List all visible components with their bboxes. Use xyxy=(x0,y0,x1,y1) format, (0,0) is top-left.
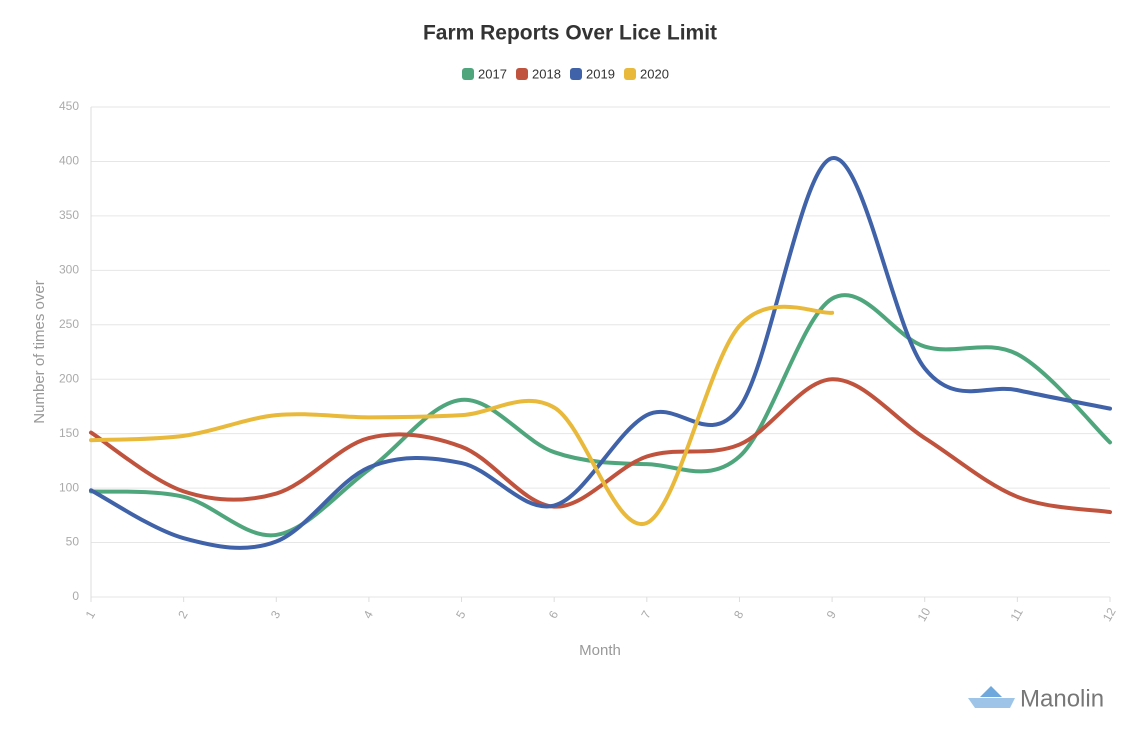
legend-swatch xyxy=(462,68,474,80)
x-tick-label: 10 xyxy=(915,605,934,624)
brand-name: Manolin xyxy=(1020,685,1104,712)
x-tick-label: 9 xyxy=(824,608,840,621)
y-tick-label: 450 xyxy=(59,99,79,113)
x-tick-label: 7 xyxy=(638,608,654,621)
y-tick-label: 150 xyxy=(59,426,79,440)
brand-logo: Manolin xyxy=(968,685,1104,712)
series-line xyxy=(89,156,1112,550)
y-tick-label: 400 xyxy=(59,154,79,168)
x-tick-label: 3 xyxy=(268,608,284,621)
series-line xyxy=(89,293,1112,538)
legend-swatch xyxy=(570,68,582,80)
legend-label: 2019 xyxy=(586,66,615,81)
x-tick-label: 8 xyxy=(731,608,747,621)
x-axis-label: Month xyxy=(579,642,621,659)
series-line xyxy=(89,304,835,527)
chart-title: Farm Reports Over Lice Limit xyxy=(423,22,717,45)
legend-label: 2020 xyxy=(640,66,669,81)
y-tick-label: 0 xyxy=(72,589,79,603)
y-axis-label: Number of times over xyxy=(31,280,48,423)
y-tick-label: 50 xyxy=(66,535,80,549)
x-tick-label: 6 xyxy=(546,608,562,621)
series-line xyxy=(89,377,1112,515)
legend-swatch xyxy=(516,68,528,80)
x-tick-label: 12 xyxy=(1100,605,1119,624)
y-tick-label: 250 xyxy=(59,317,79,331)
x-tick-label: 11 xyxy=(1007,605,1026,623)
legend-label: 2017 xyxy=(478,66,507,81)
legend-swatch xyxy=(624,68,636,80)
legend-label: 2018 xyxy=(532,66,561,81)
logo-boat xyxy=(968,698,1015,708)
x-tick-label: 1 xyxy=(83,608,99,621)
logo-sail xyxy=(980,686,1002,697)
x-tick-label: 5 xyxy=(453,608,469,621)
x-tick-label: 2 xyxy=(175,608,191,621)
y-tick-label: 200 xyxy=(59,371,79,385)
x-tick-label: 4 xyxy=(360,608,376,621)
y-tick-label: 350 xyxy=(59,208,79,222)
y-tick-label: 100 xyxy=(59,480,79,494)
y-tick-label: 300 xyxy=(59,263,79,277)
